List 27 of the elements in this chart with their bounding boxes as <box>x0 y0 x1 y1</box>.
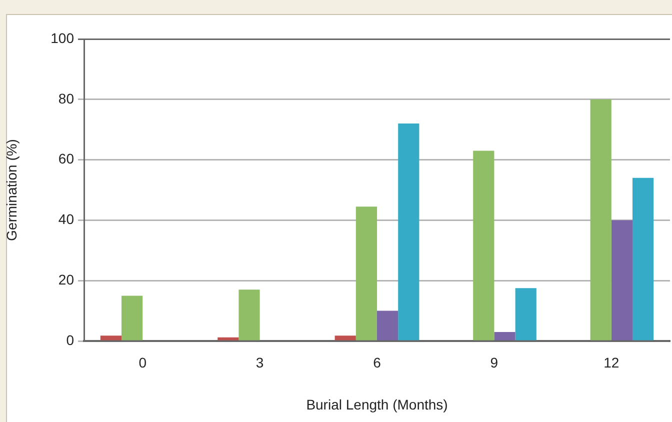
bar <box>334 336 356 340</box>
bar <box>632 178 654 340</box>
bar <box>377 310 398 340</box>
x-tick-label: 9 <box>490 354 498 370</box>
bar <box>611 220 632 340</box>
x-tick-label: 0 <box>138 354 147 370</box>
y-axis-title: Germination (%) <box>3 139 20 241</box>
bar <box>398 124 420 340</box>
y-tick-label: 100 <box>50 30 74 46</box>
y-tick-label: 0 <box>66 332 74 348</box>
x-tick-label: 12 <box>604 354 620 370</box>
bar <box>494 332 516 340</box>
y-tick-label: 40 <box>58 211 74 228</box>
bar <box>473 150 494 340</box>
bar <box>218 337 239 340</box>
x-tick-label: 3 <box>256 354 264 370</box>
bar <box>356 206 377 340</box>
y-tick-label: 80 <box>58 90 74 106</box>
y-tick-label: 60 <box>58 150 74 167</box>
bar <box>122 296 143 340</box>
x-axis-title: Burial Length (Months) <box>306 396 448 412</box>
bar <box>238 290 260 340</box>
y-tick-label: 20 <box>58 271 74 288</box>
x-tick-label: 6 <box>373 354 382 370</box>
bar <box>100 336 122 340</box>
bar <box>590 99 612 340</box>
bar <box>515 288 536 340</box>
